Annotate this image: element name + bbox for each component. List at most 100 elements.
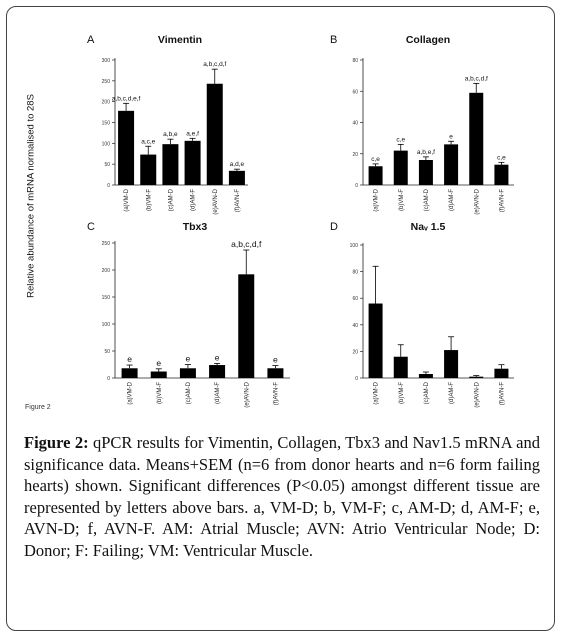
y-tick-label: 60 xyxy=(352,296,358,302)
bar xyxy=(418,160,433,185)
panel-letter: D xyxy=(330,221,338,233)
figure-frame xyxy=(6,6,555,631)
bar xyxy=(368,166,383,185)
category-label: (f)AVN-F xyxy=(273,382,279,406)
category-label: (b)VM-F xyxy=(157,382,163,404)
bar xyxy=(469,376,484,378)
panel-A: A Vimentin 0 50 100 150 200 250 300 a,b,c,d,e,f (a… xyxy=(87,34,248,215)
bar xyxy=(494,368,509,378)
y-tick-label: 80 xyxy=(352,58,358,64)
category-label: (b)VM-F xyxy=(399,189,405,211)
category-label: (f)AVN-F xyxy=(499,189,505,213)
bar xyxy=(393,356,408,378)
y-tick-label: 40 xyxy=(352,121,358,127)
y-tick-label: 100 xyxy=(102,322,111,328)
bar xyxy=(368,303,383,378)
category-label: (e)AVN-D xyxy=(244,381,250,407)
significance-label: a,c,e xyxy=(141,138,155,145)
y-tick-label: 60 xyxy=(352,89,358,95)
significance-label: a,b,c,d,e,f xyxy=(112,95,141,102)
category-label: (d)AM-F xyxy=(449,189,455,211)
bar xyxy=(393,150,408,185)
category-label: (b)VM-F xyxy=(146,189,152,211)
category-label: (c)AM-D xyxy=(186,381,192,404)
significance-label: a,b,c,d,f xyxy=(465,75,488,82)
bar xyxy=(418,374,433,378)
bar xyxy=(238,274,255,378)
significance-label: e xyxy=(273,355,278,365)
y-tick-label: 150 xyxy=(102,121,111,127)
panel-letter: B xyxy=(330,34,337,46)
significance-label: c,e xyxy=(371,156,380,163)
category-label: (d)AM-F xyxy=(191,189,197,211)
y-tick-label: 250 xyxy=(102,79,111,85)
panel-title: Tbx3 xyxy=(183,221,208,233)
category-label: (d)AM-F xyxy=(449,382,455,404)
bar xyxy=(444,350,459,378)
category-label: (c)AM-D xyxy=(168,188,174,211)
figure-area: A Vimentin 0 50 100 150 200 250 300 a,b,c,d,e,f (a… xyxy=(25,34,514,411)
y-tick-label: 80 xyxy=(352,270,358,276)
figure-caption: Figure 2: qPCR results for Vimentin, Col… xyxy=(24,432,540,561)
y-tick-label: 100 xyxy=(102,141,111,147)
panel-B: B Collagen 0 20 40 60 80 c,e (a)VM-D c,e (b)VM-F a,… xyxy=(330,34,514,215)
bar xyxy=(228,170,245,185)
significance-label: a,b,e,f xyxy=(417,149,435,156)
category-label: (e)AVN-D xyxy=(474,188,480,214)
category-label: (a)VM-D xyxy=(128,381,134,404)
significance-label: a,e,f xyxy=(186,130,199,137)
panel-title: Naᵥ 1.5 xyxy=(411,221,446,233)
bar xyxy=(209,365,226,378)
category-label: (a)VM-D xyxy=(124,188,130,211)
y-tick-label: 40 xyxy=(352,323,358,329)
significance-label: e xyxy=(449,133,453,140)
category-label: (f)AVN-F xyxy=(499,382,505,406)
significance-label: c,e xyxy=(497,154,506,161)
y-tick-label: 0 xyxy=(107,376,110,382)
significance-label: a,b,c,d,f xyxy=(203,61,226,68)
y-tick-label: 20 xyxy=(352,152,358,158)
bar xyxy=(118,110,135,185)
significance-label: c,e xyxy=(396,136,405,143)
panel-letter: A xyxy=(87,34,95,46)
category-label: (f)AVN-F xyxy=(235,189,241,213)
bar xyxy=(206,83,223,185)
significance-label: e xyxy=(186,354,191,364)
y-tick-label: 20 xyxy=(352,349,358,355)
category-label: (a)VM-D xyxy=(374,188,380,211)
bar xyxy=(267,368,284,378)
category-label: (d)AM-F xyxy=(215,382,221,404)
figure-note: Figure 2 xyxy=(25,404,51,411)
bar xyxy=(150,371,167,378)
y-tick-label: 0 xyxy=(355,376,358,382)
y-tick-label: 250 xyxy=(102,241,111,247)
y-tick-label: 50 xyxy=(104,349,110,355)
y-tick-label: 100 xyxy=(350,243,359,249)
significance-label: a,b,e xyxy=(163,131,178,138)
bar xyxy=(469,92,484,185)
y-tick-label: 300 xyxy=(102,58,111,64)
y-tick-label: 150 xyxy=(102,295,111,301)
bar xyxy=(162,144,179,185)
significance-label: e xyxy=(127,354,132,364)
category-label: (e)AVN-D xyxy=(213,188,219,214)
category-label: (e)AVN-D xyxy=(474,381,480,407)
y-tick-label: 0 xyxy=(355,183,358,189)
panel-C: C Tbx3 0 50 100 150 200 250 e (a)VM-D e (b)VM-F e (c)… xyxy=(87,221,290,408)
bar xyxy=(179,368,196,378)
significance-label: e xyxy=(156,358,161,368)
bar xyxy=(494,164,509,185)
y-tick-label: 200 xyxy=(102,268,111,274)
bar xyxy=(444,144,459,185)
y-tick-label: 200 xyxy=(102,100,111,106)
bar xyxy=(140,154,157,185)
panel-letter: C xyxy=(87,221,95,233)
panel-D: D Naᵥ 1.5 0 20 40 60 80 100 (a)VM-D (b)VM-F (c)AM-… xyxy=(330,221,514,408)
panel-title: Vimentin xyxy=(158,34,202,46)
figure-svg: A Vimentin050100150200250300a,b,c,d,e,f(a… xyxy=(87,34,514,408)
y-tick-label: 50 xyxy=(104,162,110,168)
significance-label: e xyxy=(215,352,220,362)
y-axis-label: Relative abundance of mRNA normalised to… xyxy=(25,94,37,298)
y-tick-label: 0 xyxy=(107,183,110,189)
caption-label: Figure 2: xyxy=(24,433,89,452)
